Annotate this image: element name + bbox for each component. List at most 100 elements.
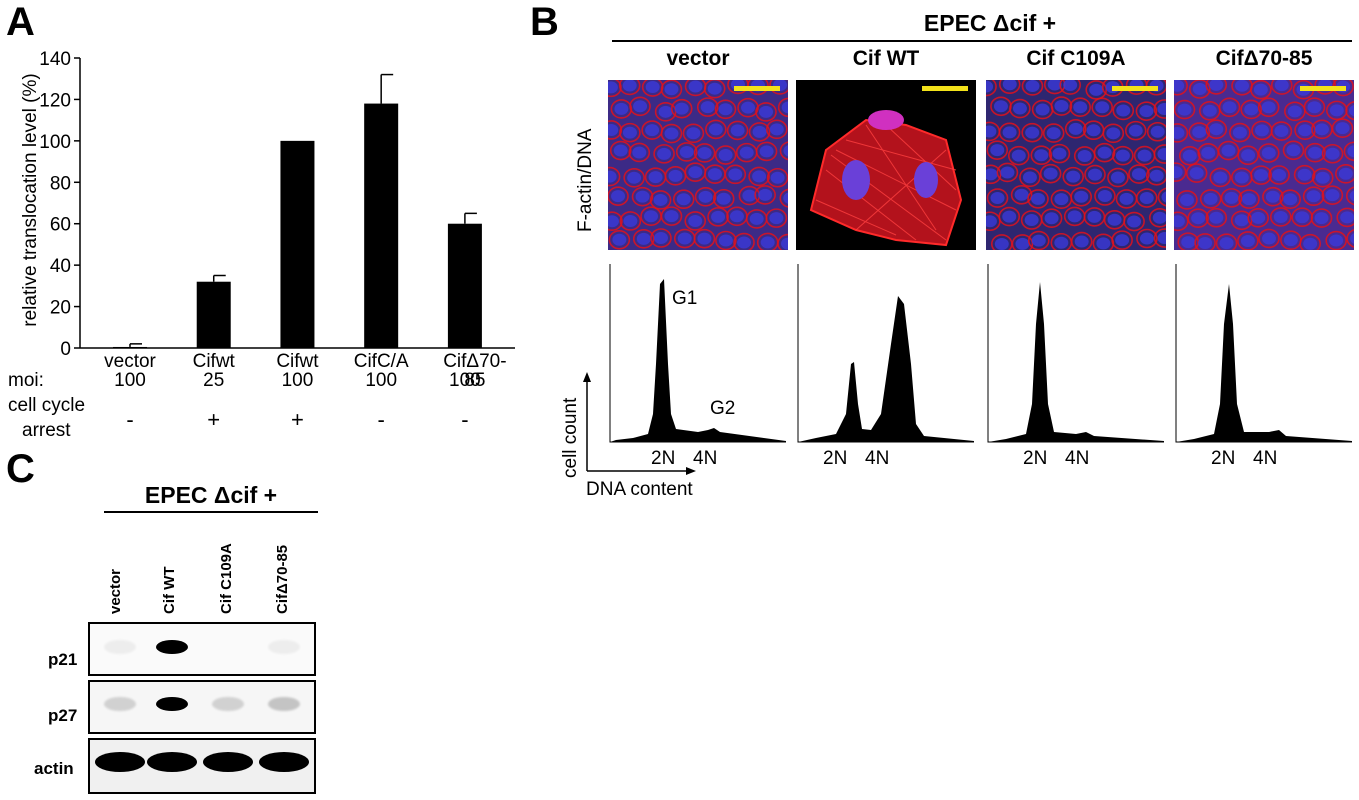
cell-nucleus [1209, 211, 1224, 224]
row-label-actin: actin [34, 759, 74, 778]
bar [280, 140, 315, 348]
blot-band [268, 697, 300, 711]
ploidy-4n-label: 4N [1065, 448, 1090, 469]
histogram-vector: G1 G2 [608, 264, 788, 444]
cell-outline [610, 99, 633, 119]
cell-nucleus [1137, 149, 1152, 162]
cell-nucleus [1254, 169, 1269, 182]
blot-band [212, 697, 244, 711]
cell-outline [986, 164, 1002, 185]
histogram-trace: G1 G2 [609, 264, 786, 443]
blot-band [104, 640, 136, 654]
cell-nucleus [1157, 103, 1166, 116]
cell-nucleus [759, 145, 774, 158]
cell-outline [654, 102, 677, 122]
cell-nucleus [608, 215, 619, 228]
cell-nucleus [1022, 171, 1037, 184]
cell-nucleus [1087, 210, 1102, 223]
cell-nucleus [1106, 127, 1121, 140]
ploidy-2n-label: 2N [651, 448, 676, 469]
panel-c-header: EPEC Δcif + [144, 482, 278, 508]
cell-pattern [608, 80, 788, 250]
arrest-value: + [207, 407, 221, 432]
cell-outline [1010, 184, 1033, 205]
cell-outline [653, 144, 675, 164]
cell-outline [1229, 122, 1251, 143]
cell-nucleus [1219, 237, 1234, 250]
cell-nucleus [1116, 104, 1131, 117]
cell-outline [608, 211, 623, 232]
blot-band [156, 697, 188, 711]
cell-outline [1302, 186, 1325, 207]
cell-nucleus [1174, 215, 1185, 228]
cell-nucleus [1203, 192, 1218, 205]
cell-nucleus [1073, 101, 1088, 114]
cell-outline [1030, 145, 1053, 166]
cell-nucleus [1286, 144, 1301, 157]
cell-nucleus [708, 123, 723, 136]
cell-outline [986, 140, 1009, 160]
cell-outline [766, 167, 788, 188]
lane-label-vector: vector [107, 568, 124, 614]
cell-outline [714, 145, 737, 165]
y-tick-label: 40 [50, 256, 71, 277]
cell-nucleus [1139, 192, 1154, 205]
cell-nucleus [1234, 214, 1249, 227]
cell-outline [1123, 211, 1145, 232]
y-tick-label: 0 [60, 339, 71, 360]
cell-outline [608, 120, 623, 140]
cell-outline [1007, 145, 1030, 166]
row-label-p27: p27 [48, 706, 78, 725]
cell-nucleus [1043, 167, 1058, 180]
cell-outline [1247, 208, 1269, 228]
row-label-p21: p21 [48, 650, 78, 669]
blot-band [156, 640, 188, 654]
cell-nucleus [1128, 124, 1143, 137]
giant-cell-image [809, 110, 963, 247]
cell-nucleus [1221, 144, 1236, 157]
cell-outline [1205, 207, 1228, 228]
cell-outline [608, 80, 622, 98]
cell-nucleus [1329, 234, 1344, 247]
cell-nucleus [700, 101, 715, 114]
cell-nucleus [1306, 190, 1321, 203]
lane-label-cif-wt: Cif WT [161, 566, 178, 614]
cell-nucleus [627, 171, 642, 184]
ploidy-4n-label: 4N [1253, 448, 1278, 469]
cell-nucleus [1261, 147, 1276, 160]
cell-nucleus [1014, 188, 1029, 201]
column-label-cif-delta: CifΔ70-85 [1215, 47, 1313, 70]
cell-nucleus [664, 210, 679, 223]
blot-band [259, 752, 309, 772]
cell-outline [632, 229, 655, 249]
cell-nucleus [1241, 149, 1256, 162]
cell-nucleus [1262, 232, 1277, 245]
cell-outline [608, 166, 621, 187]
cell-outline [1178, 145, 1201, 166]
cell-nucleus [636, 232, 651, 245]
cell-nucleus [1047, 80, 1062, 91]
cell-nucleus [1287, 105, 1302, 118]
cell-nucleus [716, 192, 731, 205]
cell-outline [675, 142, 698, 162]
cell-nucleus [1283, 234, 1298, 247]
blot-band [147, 752, 197, 772]
cell-outline [1091, 97, 1113, 118]
cell-outline [1325, 230, 1347, 250]
cell-nucleus [1063, 80, 1078, 92]
cell-nucleus [1297, 168, 1312, 181]
cell-outline [715, 230, 737, 250]
cell-nucleus [688, 80, 703, 93]
cell-nucleus [1068, 122, 1083, 135]
cell-nucleus [711, 210, 726, 223]
bar-chart: relative translocation level (%) 0 20 40 60… [20, 49, 515, 360]
cell-outline [754, 185, 776, 205]
cell-nucleus [1097, 146, 1112, 159]
cell-nucleus [1157, 148, 1166, 161]
cell-nucleus [1031, 192, 1046, 205]
cell-nucleus [1054, 100, 1069, 113]
moi-value: 100 [449, 370, 481, 391]
cell-nucleus [1002, 126, 1017, 139]
cell-outline [1048, 143, 1071, 164]
micrograph-cif-wt [796, 80, 976, 250]
